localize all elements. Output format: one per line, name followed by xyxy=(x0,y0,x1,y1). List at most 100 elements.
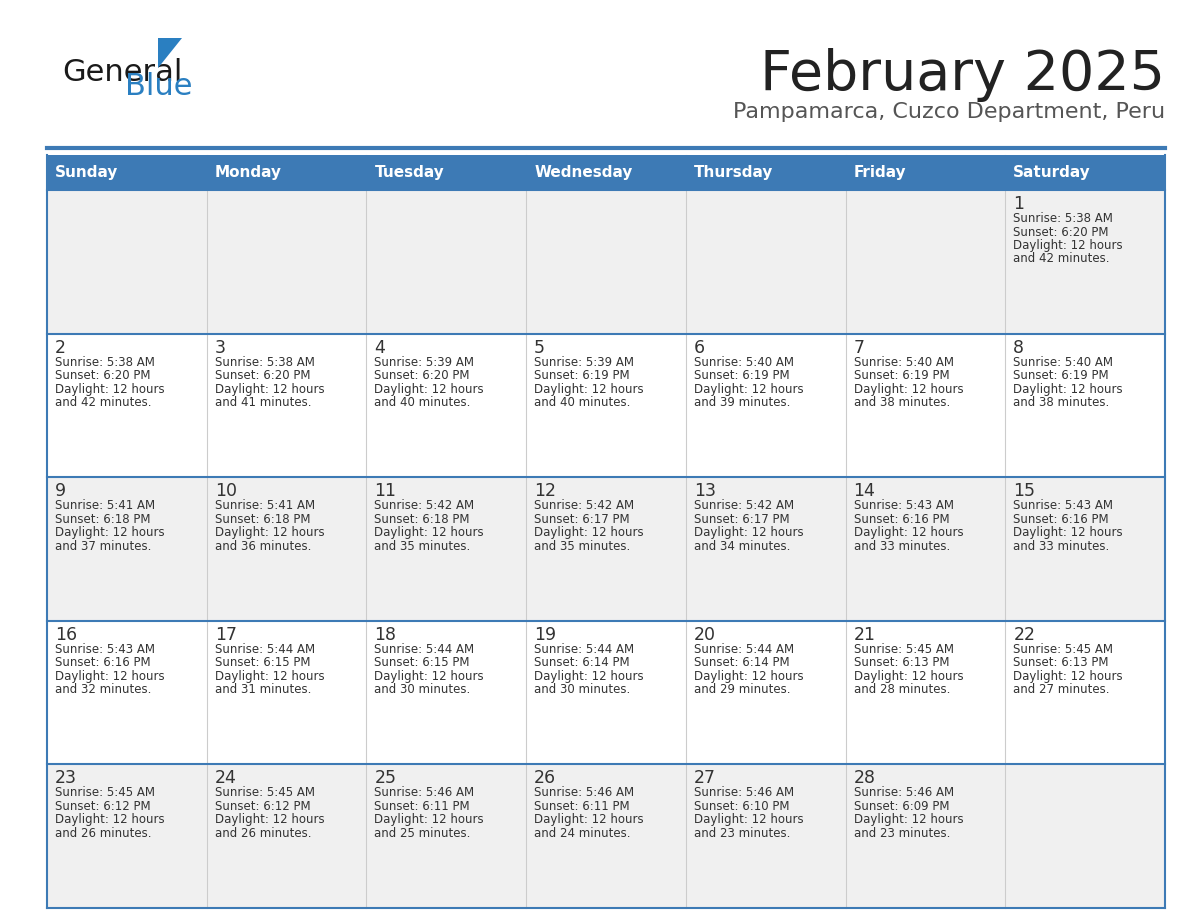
Bar xyxy=(685,333,846,477)
Text: Daylight: 12 hours: Daylight: 12 hours xyxy=(694,813,803,826)
Text: 13: 13 xyxy=(694,482,716,500)
Text: Daylight: 12 hours: Daylight: 12 hours xyxy=(55,383,165,396)
Bar xyxy=(366,765,526,908)
Text: Sunrise: 5:46 AM: Sunrise: 5:46 AM xyxy=(694,787,794,800)
Text: Sunday: Sunday xyxy=(55,165,119,180)
Text: Sunset: 6:20 PM: Sunset: 6:20 PM xyxy=(55,369,151,382)
Bar xyxy=(48,477,207,621)
Bar xyxy=(526,477,685,621)
Text: Sunrise: 5:44 AM: Sunrise: 5:44 AM xyxy=(535,643,634,655)
Text: and 32 minutes.: and 32 minutes. xyxy=(55,683,151,696)
Bar xyxy=(846,477,1005,621)
Text: Daylight: 12 hours: Daylight: 12 hours xyxy=(1013,383,1123,396)
Text: Sunrise: 5:43 AM: Sunrise: 5:43 AM xyxy=(1013,499,1113,512)
Text: Daylight: 12 hours: Daylight: 12 hours xyxy=(1013,670,1123,683)
Text: 24: 24 xyxy=(215,769,236,788)
Text: Sunset: 6:12 PM: Sunset: 6:12 PM xyxy=(55,800,151,813)
Text: and 38 minutes.: and 38 minutes. xyxy=(1013,396,1110,409)
Bar xyxy=(207,477,366,621)
Text: and 29 minutes.: and 29 minutes. xyxy=(694,683,790,696)
Bar xyxy=(48,333,207,477)
Text: 17: 17 xyxy=(215,626,236,644)
Text: 5: 5 xyxy=(535,339,545,356)
Text: Daylight: 12 hours: Daylight: 12 hours xyxy=(853,813,963,826)
Text: Sunset: 6:11 PM: Sunset: 6:11 PM xyxy=(374,800,470,813)
Text: Daylight: 12 hours: Daylight: 12 hours xyxy=(374,526,484,539)
Text: Sunrise: 5:46 AM: Sunrise: 5:46 AM xyxy=(374,787,474,800)
Text: Saturday: Saturday xyxy=(1013,165,1091,180)
Text: Blue: Blue xyxy=(125,72,192,101)
Text: 1: 1 xyxy=(1013,195,1024,213)
Text: and 26 minutes.: and 26 minutes. xyxy=(215,827,311,840)
Text: Daylight: 12 hours: Daylight: 12 hours xyxy=(215,383,324,396)
Text: Sunset: 6:16 PM: Sunset: 6:16 PM xyxy=(853,512,949,526)
Text: Sunrise: 5:38 AM: Sunrise: 5:38 AM xyxy=(215,355,315,369)
Text: 22: 22 xyxy=(1013,626,1035,644)
Bar xyxy=(526,333,685,477)
Text: 4: 4 xyxy=(374,339,385,356)
Text: Sunset: 6:14 PM: Sunset: 6:14 PM xyxy=(694,656,790,669)
Bar xyxy=(846,621,1005,765)
Text: 23: 23 xyxy=(55,769,77,788)
Text: Sunset: 6:19 PM: Sunset: 6:19 PM xyxy=(853,369,949,382)
Text: and 42 minutes.: and 42 minutes. xyxy=(1013,252,1110,265)
Text: Daylight: 12 hours: Daylight: 12 hours xyxy=(215,526,324,539)
Text: Sunset: 6:13 PM: Sunset: 6:13 PM xyxy=(1013,656,1108,669)
Text: Sunrise: 5:39 AM: Sunrise: 5:39 AM xyxy=(374,355,474,369)
Bar xyxy=(48,190,207,333)
Text: Sunset: 6:18 PM: Sunset: 6:18 PM xyxy=(215,512,310,526)
Text: and 36 minutes.: and 36 minutes. xyxy=(215,540,311,553)
Bar xyxy=(685,190,846,333)
Text: and 38 minutes.: and 38 minutes. xyxy=(853,396,950,409)
Text: 12: 12 xyxy=(535,482,556,500)
Bar xyxy=(48,765,207,908)
Text: Daylight: 12 hours: Daylight: 12 hours xyxy=(1013,526,1123,539)
Bar xyxy=(685,765,846,908)
Text: Sunset: 6:20 PM: Sunset: 6:20 PM xyxy=(215,369,310,382)
Text: Monday: Monday xyxy=(215,165,282,180)
Text: Sunrise: 5:38 AM: Sunrise: 5:38 AM xyxy=(1013,212,1113,225)
Text: and 40 minutes.: and 40 minutes. xyxy=(374,396,470,409)
Text: Sunset: 6:13 PM: Sunset: 6:13 PM xyxy=(853,656,949,669)
Text: 9: 9 xyxy=(55,482,67,500)
Bar xyxy=(366,477,526,621)
Text: Daylight: 12 hours: Daylight: 12 hours xyxy=(694,670,803,683)
Bar xyxy=(48,621,207,765)
Text: Sunrise: 5:38 AM: Sunrise: 5:38 AM xyxy=(55,355,154,369)
Text: Sunset: 6:19 PM: Sunset: 6:19 PM xyxy=(535,369,630,382)
Text: 21: 21 xyxy=(853,626,876,644)
Text: 3: 3 xyxy=(215,339,226,356)
Bar xyxy=(1005,765,1165,908)
Text: and 31 minutes.: and 31 minutes. xyxy=(215,683,311,696)
Bar xyxy=(366,333,526,477)
Bar xyxy=(366,190,526,333)
Text: Sunrise: 5:40 AM: Sunrise: 5:40 AM xyxy=(1013,355,1113,369)
Bar xyxy=(207,621,366,765)
Text: Daylight: 12 hours: Daylight: 12 hours xyxy=(215,813,324,826)
Text: Wednesday: Wednesday xyxy=(535,165,632,180)
Text: 27: 27 xyxy=(694,769,716,788)
Text: 16: 16 xyxy=(55,626,77,644)
Bar xyxy=(846,765,1005,908)
Bar xyxy=(1005,190,1165,333)
Text: Sunrise: 5:44 AM: Sunrise: 5:44 AM xyxy=(374,643,474,655)
Bar xyxy=(366,155,526,190)
Bar xyxy=(846,190,1005,333)
Bar xyxy=(1005,333,1165,477)
Text: Sunset: 6:18 PM: Sunset: 6:18 PM xyxy=(55,512,151,526)
Text: 6: 6 xyxy=(694,339,704,356)
Text: Sunset: 6:10 PM: Sunset: 6:10 PM xyxy=(694,800,789,813)
Text: and 37 minutes.: and 37 minutes. xyxy=(55,540,151,553)
Bar xyxy=(685,477,846,621)
Text: 25: 25 xyxy=(374,769,397,788)
Text: Daylight: 12 hours: Daylight: 12 hours xyxy=(853,383,963,396)
Bar xyxy=(846,155,1005,190)
Text: Sunset: 6:19 PM: Sunset: 6:19 PM xyxy=(694,369,790,382)
Text: 18: 18 xyxy=(374,626,397,644)
Text: Sunrise: 5:42 AM: Sunrise: 5:42 AM xyxy=(374,499,474,512)
Text: Sunset: 6:17 PM: Sunset: 6:17 PM xyxy=(535,512,630,526)
Bar xyxy=(207,333,366,477)
Text: 15: 15 xyxy=(1013,482,1035,500)
Text: Sunrise: 5:46 AM: Sunrise: 5:46 AM xyxy=(853,787,954,800)
Bar xyxy=(207,765,366,908)
